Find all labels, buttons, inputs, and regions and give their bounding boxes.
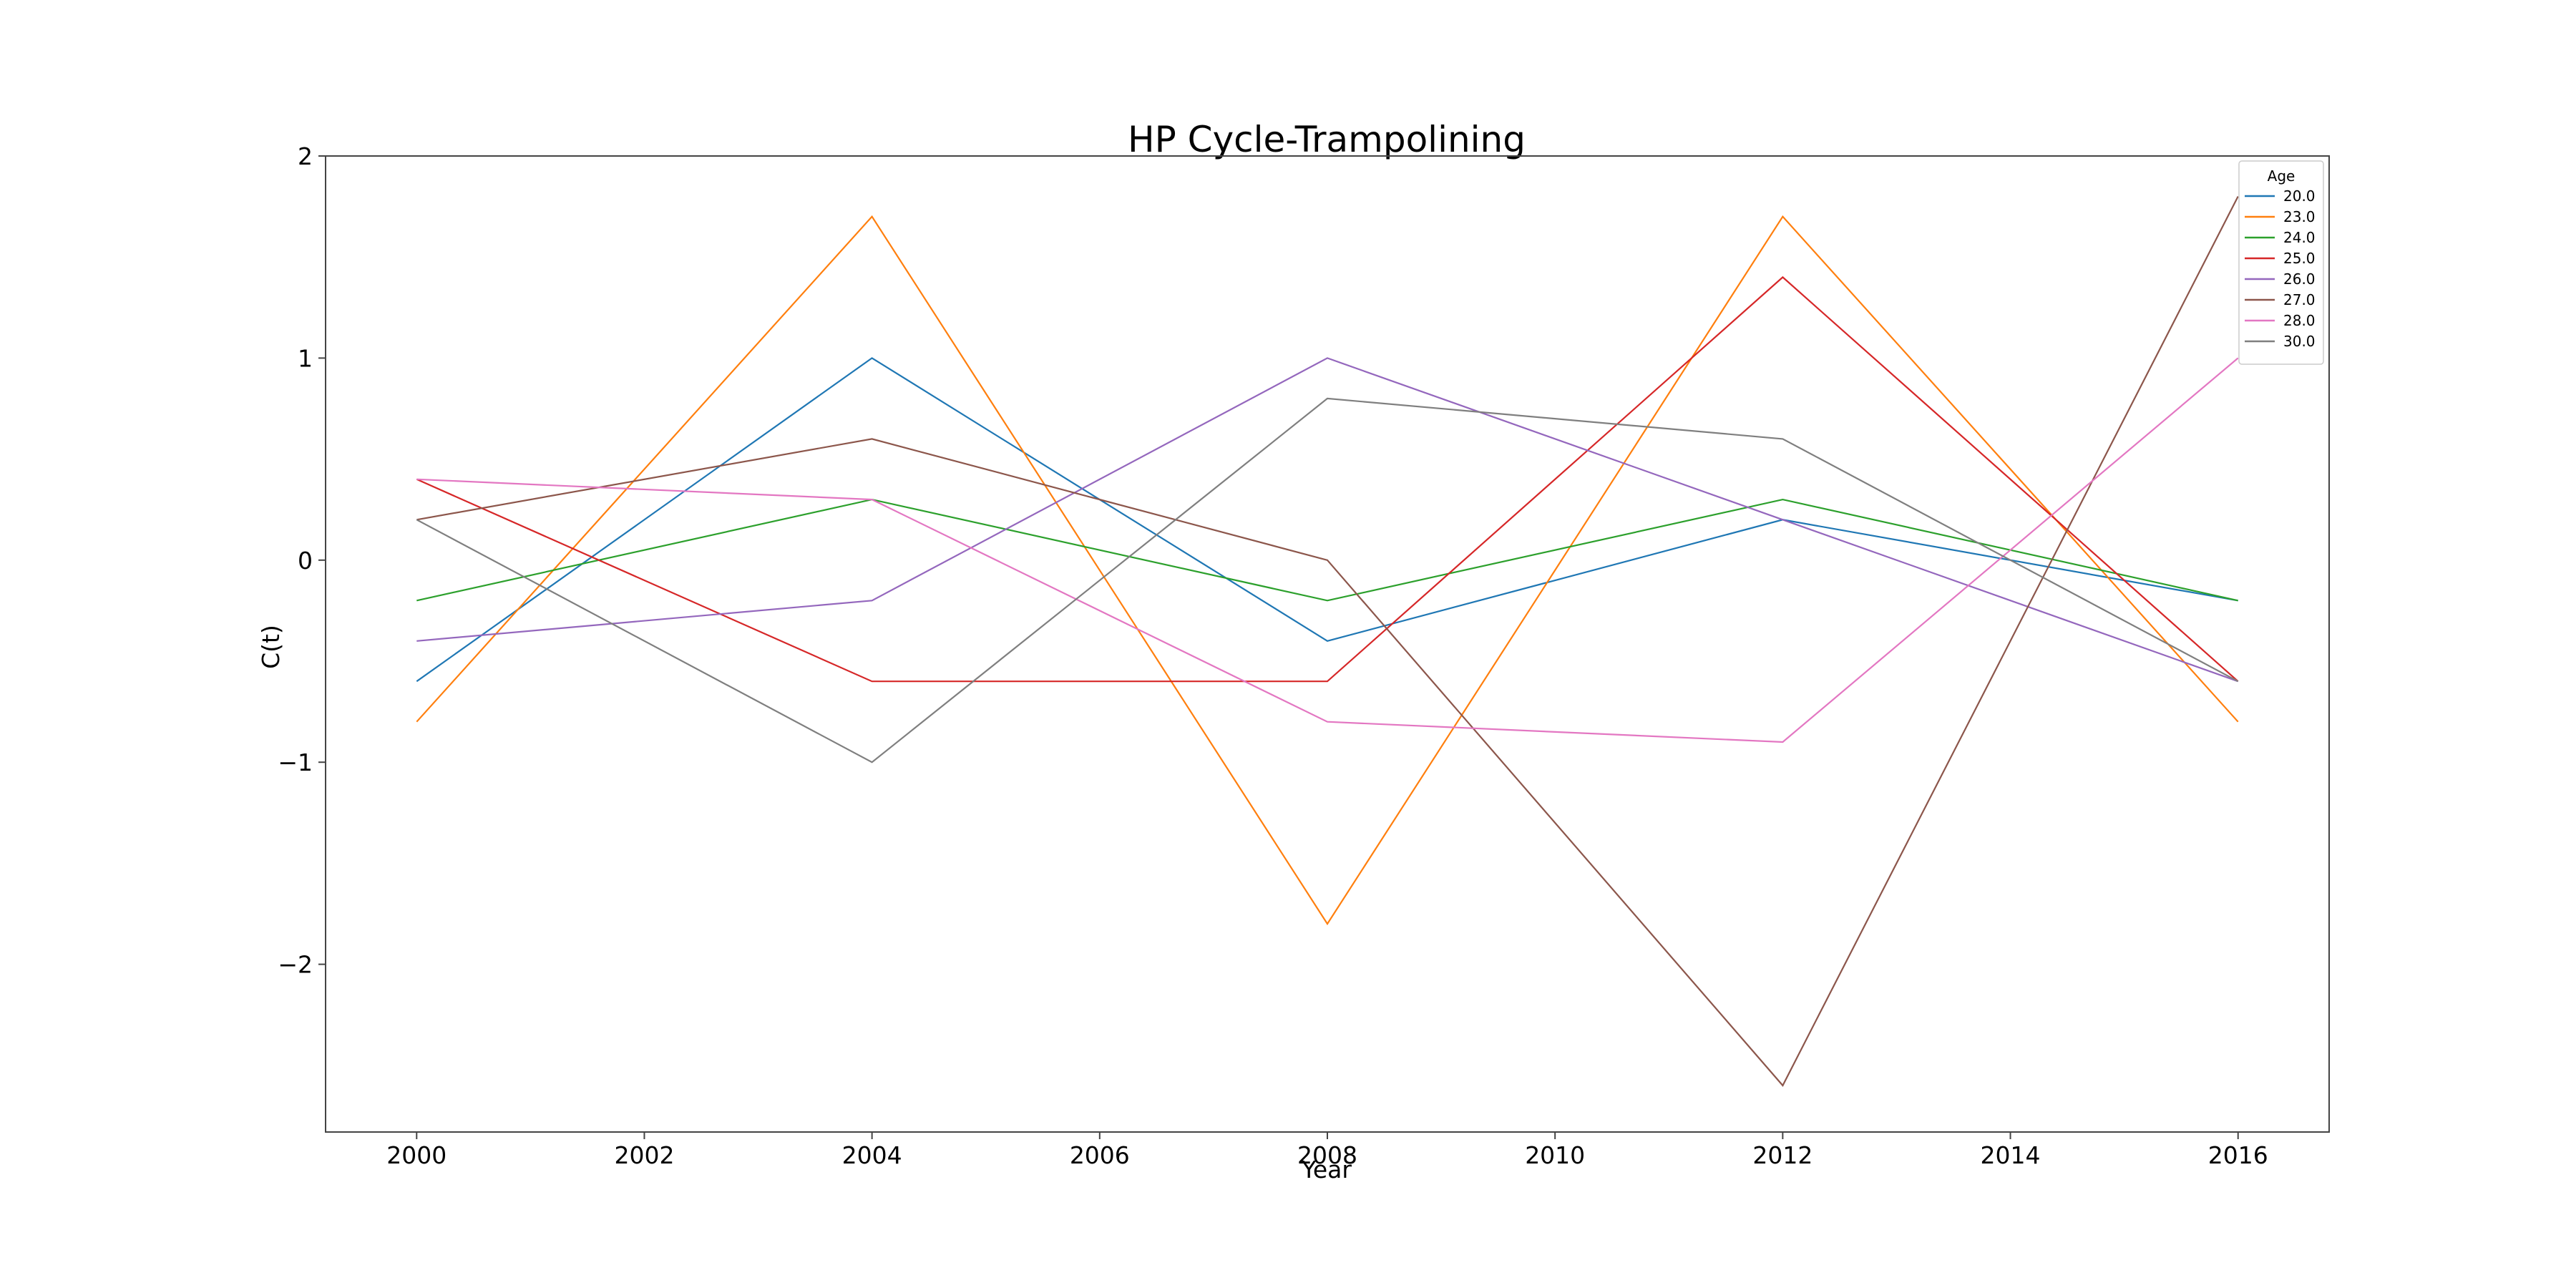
legend-label-7: 30.0 <box>2283 333 2316 350</box>
legend-label-0: 20.0 <box>2283 187 2316 205</box>
x-tick-label: 2016 <box>2208 1141 2268 1169</box>
y-tick-label: 2 <box>298 142 313 170</box>
series-line-2 <box>416 498 2238 602</box>
y-tick-label: 0 <box>298 547 313 575</box>
legend-label-6: 28.0 <box>2283 312 2316 329</box>
y-tick-label: 1 <box>298 344 313 372</box>
legend-label-5: 27.0 <box>2283 291 2316 308</box>
x-tick-label: 2014 <box>1981 1141 2041 1169</box>
series-line-4 <box>416 357 2239 683</box>
x-axis-label: Year <box>1301 1156 1352 1184</box>
series-layer <box>416 195 2239 1087</box>
x-tick-label: 2010 <box>1525 1141 1585 1169</box>
legend-entries: 20.0 23.0 24.0 25.0 26.0 27.0 28.0 30.0 <box>2245 187 2316 350</box>
x-tick-label: 2000 <box>386 1141 447 1169</box>
x-tick-label: 2002 <box>614 1141 674 1169</box>
legend-box <box>2238 160 2324 365</box>
x-tick-label: 2004 <box>842 1141 902 1169</box>
x-axis: 2000 2002 2004 2006 2008 2010 2012 2014 2016 <box>386 1132 2268 1169</box>
series-line-6 <box>416 357 2239 743</box>
y-axis: 2 1 0 −1 −2 <box>278 142 326 979</box>
legend-title: Age <box>2268 167 2296 185</box>
series-line-3 <box>416 275 2239 683</box>
legend-label-4: 26.0 <box>2283 270 2316 288</box>
legend-label-1: 23.0 <box>2283 208 2316 225</box>
chart-title: HP Cycle-Trampolining <box>1128 119 1526 160</box>
legend-label-2: 24.0 <box>2283 229 2316 246</box>
legend-label-3: 25.0 <box>2283 250 2316 267</box>
series-line-1 <box>416 215 2239 926</box>
y-axis-label: C(t) <box>257 625 285 669</box>
y-tick-label: −1 <box>278 748 313 776</box>
x-tick-label: 2008 <box>1297 1141 1357 1169</box>
series-line-7 <box>416 397 2239 763</box>
series-line-5 <box>416 195 2239 1087</box>
y-tick-label: −2 <box>278 951 313 979</box>
x-tick-label: 2006 <box>1070 1141 1130 1169</box>
plot-area-frame <box>325 155 2330 1133</box>
series-line-0 <box>416 357 2238 683</box>
x-tick-label: 2012 <box>1752 1141 1813 1169</box>
legend: Age 20.0 23.0 24.0 25.0 26.0 27.0 28.0 30.0 <box>2238 160 2324 365</box>
